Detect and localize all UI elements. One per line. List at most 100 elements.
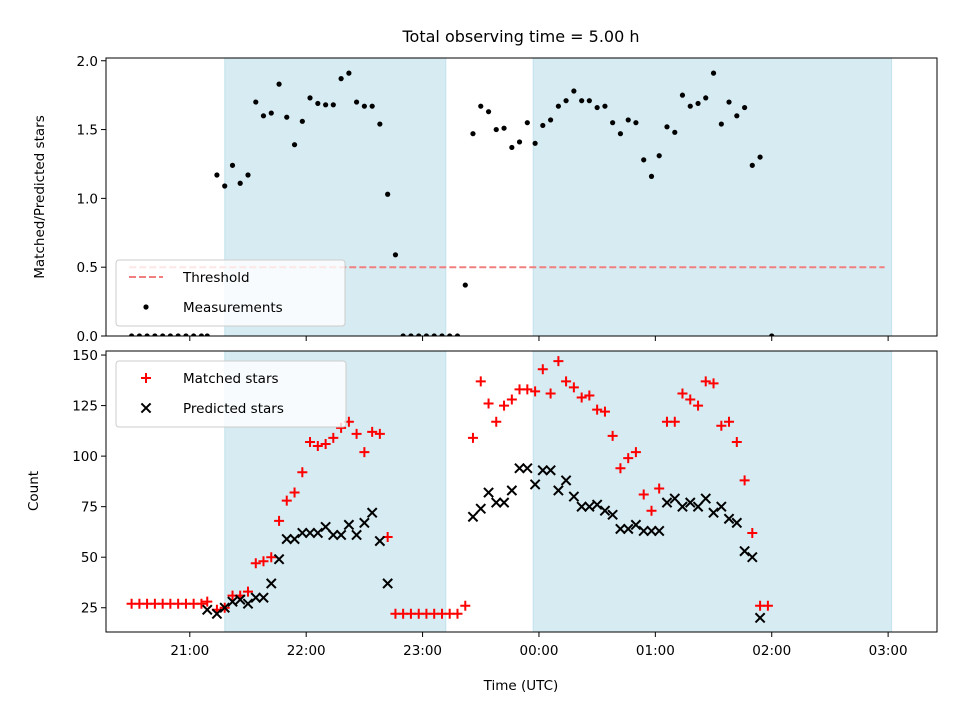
- matched-star-point: [460, 600, 471, 611]
- measurement-point: [222, 183, 228, 189]
- measurement-point: [641, 157, 647, 163]
- measurement-point: [679, 92, 686, 98]
- matched-star-point: [747, 527, 758, 538]
- matched-star-point: [328, 432, 339, 443]
- measurement-point: [718, 121, 724, 127]
- measurement-point: [470, 131, 476, 137]
- matched-star-point: [592, 404, 603, 415]
- predicted-star-point: [211, 608, 223, 620]
- predicted-star-point: [739, 545, 750, 557]
- measurement-point: [710, 70, 717, 76]
- predicted-star-point: [653, 525, 665, 537]
- x-tick-label: 03:00: [869, 643, 908, 659]
- legend: Matched stars Predicted stars: [115, 360, 347, 428]
- matched-star-point: [297, 467, 308, 478]
- matched-star-point: [677, 388, 688, 399]
- predicted-star-point: [219, 602, 231, 614]
- matched-star-point: [646, 505, 657, 516]
- measurement-point: [579, 98, 585, 104]
- predicted-star-point: [475, 503, 487, 514]
- predicted-star-point: [506, 485, 518, 496]
- y-tick-label: 2.0: [77, 54, 98, 70]
- predicted-star-point: [250, 592, 262, 603]
- measurement-point: [439, 333, 445, 336]
- y-tick-label: 75: [81, 500, 98, 516]
- measurement-point: [478, 103, 484, 109]
- top-y-axis-label: Matched/Predicted stars: [32, 115, 48, 278]
- chart-title: Total observing time = 5.00 h: [401, 27, 639, 46]
- bottom-y-axis-label: Count: [26, 471, 42, 511]
- measurement-point: [361, 103, 367, 109]
- predicted-star-point: [661, 497, 673, 508]
- measurement-point: [501, 125, 507, 131]
- measurement-point: [547, 117, 554, 123]
- matched-star-point: [475, 376, 486, 387]
- predicted-star-point: [242, 598, 254, 610]
- matched-star-point: [530, 386, 541, 397]
- measurement-point: [299, 118, 305, 124]
- legend-box: [115, 360, 347, 428]
- matched-star-point: [545, 388, 556, 399]
- axes-frame: [105, 57, 938, 337]
- measurement-point: [555, 103, 561, 109]
- x-tick-label: 23:00: [403, 643, 442, 659]
- legend-predicted-swatch: [140, 402, 152, 414]
- matched-star-point: [374, 428, 385, 439]
- measurement-point: [136, 333, 143, 336]
- measurement-point: [229, 162, 236, 168]
- measurement-point: [656, 153, 662, 159]
- predicted-star-point: [312, 527, 324, 539]
- predicted-star-point: [692, 501, 704, 512]
- measurement-point: [742, 104, 748, 111]
- legend-label: Predicted stars: [183, 401, 284, 417]
- shaded-interval: [532, 57, 893, 337]
- matched-star-point: [202, 596, 213, 607]
- measurement-point: [253, 99, 259, 105]
- measurement-point: [734, 113, 740, 119]
- measurement-point: [672, 129, 678, 135]
- predicted-star-point: [700, 493, 712, 504]
- matched-star-point: [669, 416, 680, 427]
- matched-star-point: [584, 390, 595, 401]
- predicted-star-point: [382, 578, 393, 589]
- predicted-star-point: [591, 499, 603, 510]
- y-tick-label: 150: [72, 348, 98, 364]
- matched-star-point: [708, 378, 719, 389]
- bottom-panel: 25 50 75 100 125 150 21:00 22:00 23:00 00:00 01:00…: [72, 348, 938, 659]
- predicted-star-point: [754, 612, 766, 624]
- matched-star-point: [522, 384, 533, 395]
- measurement-point: [260, 113, 267, 119]
- measurement-point: [703, 95, 709, 101]
- measurement-point: [385, 191, 391, 197]
- x-tick-label: 00:00: [520, 643, 559, 659]
- x-tick-label: 22:00: [287, 643, 326, 659]
- matched-star-point: [274, 515, 285, 526]
- matched-star-point: [281, 495, 292, 506]
- measurement-point: [586, 98, 592, 104]
- measurement-point: [338, 76, 344, 82]
- predicted-star-point: [607, 509, 618, 521]
- matched-star-point: [196, 598, 207, 609]
- measurement-point: [571, 88, 577, 94]
- predicted-star-point: [716, 501, 727, 512]
- matched-star-point: [499, 400, 510, 411]
- measurement-point: [423, 333, 430, 336]
- measurement-point: [330, 102, 336, 108]
- predicted-star-point: [490, 497, 502, 508]
- predicted-star-point: [622, 523, 634, 535]
- measurement-point: [152, 333, 158, 336]
- predicted-star-point: [273, 553, 285, 565]
- predicted-star-point: [638, 525, 650, 537]
- predicted-star-point: [560, 475, 572, 486]
- y-tick-label: 0.0: [77, 329, 98, 345]
- predicted-star-point: [746, 551, 758, 563]
- predicted-star-point: [227, 596, 238, 607]
- matched-star-point: [491, 416, 502, 427]
- measurement-point: [757, 154, 763, 160]
- y-tick-label: 25: [81, 601, 98, 617]
- predicted-star-point: [281, 533, 293, 545]
- matched-star-point: [289, 487, 300, 498]
- measurement-point: [416, 333, 422, 336]
- predicted-star-point: [320, 521, 331, 533]
